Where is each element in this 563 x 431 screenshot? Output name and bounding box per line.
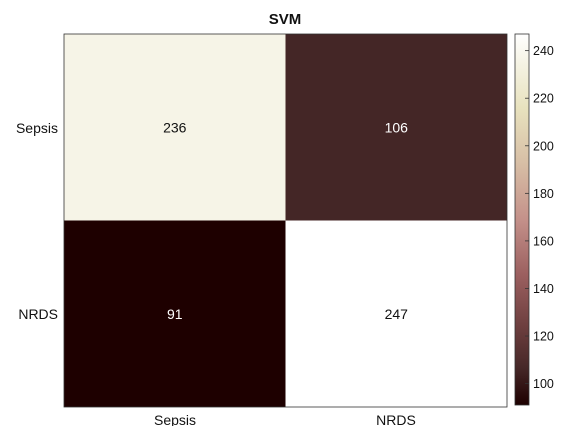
heatmap-cell-r0-c0 <box>64 34 286 221</box>
colorbar-tick-label: 200 <box>533 139 554 153</box>
cell-value-r1-c1: 247 <box>385 306 409 322</box>
heatmap-cells <box>64 34 507 407</box>
cell-value-r0-c1: 106 <box>385 119 409 135</box>
colorbar-tick-label: 220 <box>533 92 554 106</box>
row-label-sepsis: Sepsis <box>16 120 58 136</box>
chart-title: SVM <box>269 11 302 28</box>
col-label-nrds: NRDS <box>376 412 416 426</box>
col-label-sepsis: Sepsis <box>154 412 196 426</box>
heatmap-cell-r0-c1 <box>285 34 507 221</box>
cell-value-r0-c0: 236 <box>163 119 187 135</box>
colorbar-tick-label: 140 <box>533 282 554 296</box>
colorbar-tick-label: 100 <box>533 377 554 391</box>
heatmap-cell-r1-c0 <box>64 220 286 407</box>
row-label-nrds: NRDS <box>18 306 58 322</box>
colorbar-tick-label: 120 <box>533 330 554 344</box>
colorbar-ticks: 100 120 140 160 180 200 220 240 <box>525 44 554 391</box>
colorbar <box>514 33 530 406</box>
cell-value-r1-c0: 91 <box>167 306 183 322</box>
colorbar-tick-label: 240 <box>533 44 554 58</box>
plot-frame <box>63 33 508 408</box>
heatmap-cell-labels: 236 106 91 247 <box>163 119 408 322</box>
heatmap-cell-r1-c1 <box>285 220 507 407</box>
colorbar-tick-label: 160 <box>533 234 554 248</box>
colorbar-tick-label: 180 <box>533 187 554 201</box>
